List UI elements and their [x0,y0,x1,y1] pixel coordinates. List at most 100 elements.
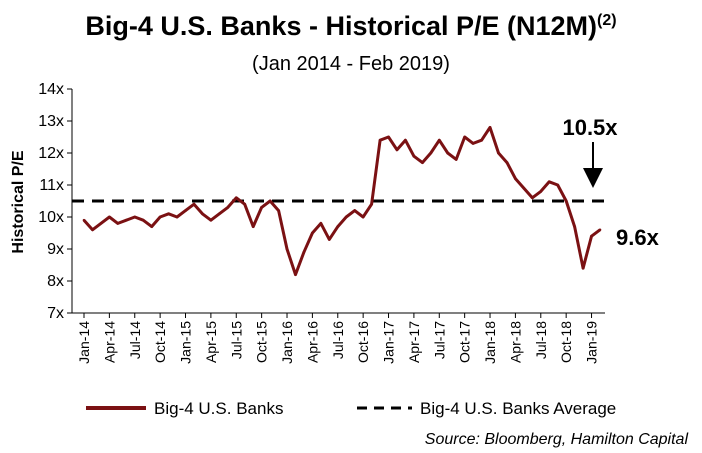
data-point [141,218,145,222]
data-point [277,209,280,212]
data-point [573,225,576,228]
x-tick-label: Jul-14 [127,321,143,359]
chart-title: Big-4 U.S. Banks - Historical P/E (N12M)… [85,11,616,41]
x-tick-label: Oct-16 [355,321,371,363]
y-tick-label: 8x [47,273,64,290]
data-point [344,215,348,219]
data-point [226,206,230,209]
x-tick-label: Apr-15 [203,321,219,363]
data-point [209,218,213,222]
x-tick-label: Jan-19 [584,321,600,364]
data-point [150,225,153,228]
data-point [184,209,187,212]
source-note: Source: Bloomberg, Hamilton Capital [425,431,689,448]
data-point [429,151,433,155]
x-tick-label: Apr-18 [507,321,523,363]
y-tick-label: 14x [38,81,64,98]
data-point [446,151,450,155]
x-tick-label: Oct-18 [558,321,574,363]
x-tick-label: Jan-16 [279,321,295,364]
x-tick-label: Jan-17 [381,321,397,364]
data-point [268,199,272,203]
data-point [294,273,297,276]
data-point [463,135,467,139]
data-point [480,138,483,142]
data-point [336,225,340,228]
data-point [522,186,526,190]
data-point [370,202,373,206]
legend-label-series: Big-4 U.S. Banks [154,399,283,418]
y-axis-label: Historical P/E [10,150,27,253]
y-tick-label: 12x [38,145,64,162]
data-point [116,222,120,225]
data-point [353,209,357,212]
data-point [167,212,170,216]
y-tick-label: 11x [39,177,64,194]
data-point [497,151,500,155]
data-point [251,225,255,228]
data-point [488,126,492,129]
data-point [505,161,509,164]
data-point [235,196,238,200]
y-tick-label: 7x [47,305,64,322]
data-point [438,138,441,142]
x-tick-label: Apr-16 [304,321,320,363]
y-tick-label: 10x [38,209,64,226]
data-point [421,161,424,164]
y-axis: 7x 8x 9x 10x 11x 12x 13x 14x [38,81,73,322]
legend-label-average: Big-4 U.S. Banks Average [420,399,616,418]
data-point [158,215,162,219]
data-point [598,228,602,232]
data-point [91,228,94,232]
data-point [556,183,559,187]
x-tick-label: Oct-14 [152,321,168,363]
data-point [243,202,246,206]
data-point [547,180,551,184]
data-point [175,215,179,219]
data-point [404,138,407,142]
chart-subtitle: (Jan 2014 - Feb 2019) [252,53,450,75]
x-tick-label: Apr-17 [406,321,422,363]
data-point [581,266,585,270]
data-point [260,206,263,209]
data-point [99,222,103,225]
data-point [311,231,314,235]
data-point [125,218,128,222]
x-tick-label: Jan-15 [178,321,194,364]
chart-title-main: Big-4 U.S. Banks - Historical P/E (N12M) [85,11,597,41]
data-point [218,212,221,216]
chart-title-superscript: (2) [597,12,617,29]
data-point [328,238,331,241]
x-tick-label: Jul-17 [431,321,447,359]
data-point [285,247,289,251]
data-point [108,215,111,219]
data-point [192,202,196,206]
y-tick-label: 13x [38,113,64,130]
x-tick-label: Jul-18 [533,321,549,359]
data-point [471,142,475,145]
data-point [378,138,382,142]
x-tick-label: Jan-14 [76,321,92,364]
data-point [302,250,306,254]
x-tick-label: Jul-15 [228,321,244,359]
x-tick-label: Apr-14 [101,321,117,363]
data-point [564,199,568,203]
data-point [454,158,458,161]
x-axis: Jan-14 Apr-14 Jul-14 Oct-14 Jan-15 Apr-15 Jul-… [72,312,605,364]
data-point [395,148,399,152]
y-tick-label: 9x [47,241,64,258]
data-point [412,154,416,158]
series-line-big4-banks [82,125,601,277]
data-point [531,196,534,200]
legend: Big-4 U.S. Banks Big-4 U.S. Banks Averag… [86,399,616,418]
x-tick-label: Oct-17 [457,321,473,363]
data-point [82,218,86,222]
data-point [201,212,204,216]
x-tick-label: Jul-16 [330,321,346,359]
data-point [514,177,517,180]
series-group [72,125,605,277]
data-point [590,234,593,238]
x-tick-label: Jan-18 [482,321,498,364]
data-point [361,215,365,219]
